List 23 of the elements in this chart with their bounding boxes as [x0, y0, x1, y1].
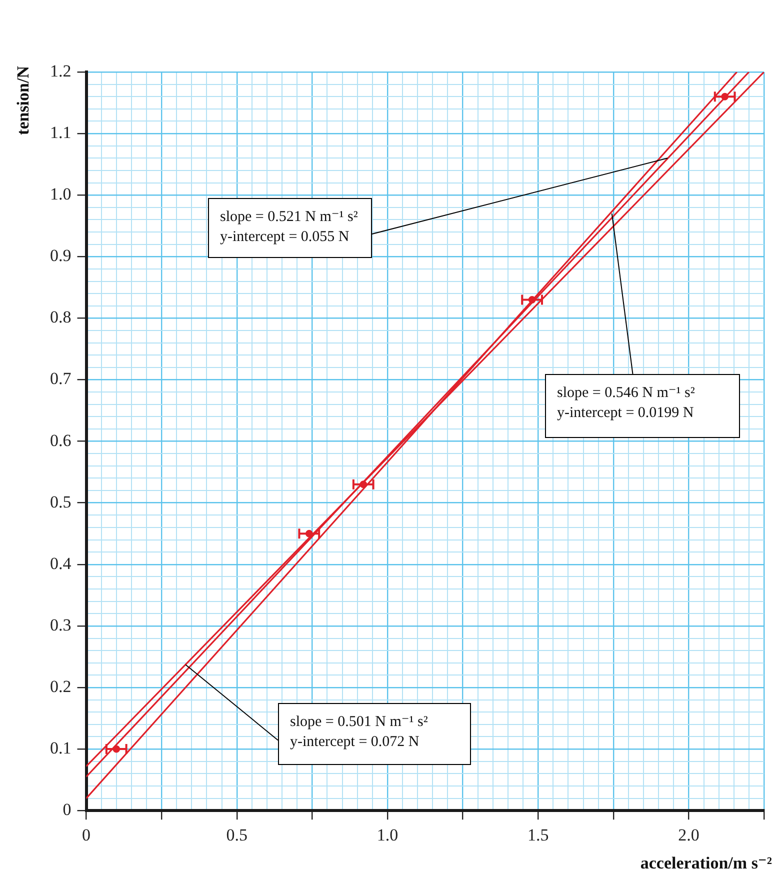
annotation: slope = 0.521 N m⁻¹ s² y-intercept = 0.055 N: [220, 208, 358, 247]
y-tick-label: 0.3: [50, 615, 72, 634]
annotation: slope = 0.546 N m⁻¹ s² y-intercept = 0.0199 N: [557, 384, 695, 423]
y-tick-label: 1.0: [50, 184, 72, 204]
x-tick-label: 0.5: [226, 825, 248, 844]
y-tick-label: 1.2: [50, 61, 72, 80]
x-axis-title: acceleration/m s⁻²: [640, 854, 772, 873]
y-tick-label: 0.8: [50, 308, 72, 327]
annotation: slope = 0.501 N m⁻¹ s² y-intercept = 0.072 N: [290, 713, 428, 752]
y-tick-label: 0.7: [50, 369, 72, 388]
y-tick-label: 0: [62, 800, 72, 820]
x-tick-label: 2.0: [678, 825, 700, 844]
x-tick-label: 1.5: [527, 825, 549, 844]
x-tick-label: 0: [82, 825, 90, 844]
y-tick-label: 0.9: [50, 246, 72, 266]
y-tick-label: 0.2: [50, 676, 72, 696]
y-tick-label: 0.6: [50, 430, 72, 450]
y-tick-label: 0.1: [50, 738, 72, 758]
y-tick-label: 0.4: [50, 554, 72, 573]
x-tick-label: 1.0: [376, 825, 398, 844]
y-tick-label: 1.1: [50, 123, 72, 142]
y-axis-title: tension/N: [14, 65, 33, 135]
y-tick-label: 0.5: [50, 492, 72, 512]
